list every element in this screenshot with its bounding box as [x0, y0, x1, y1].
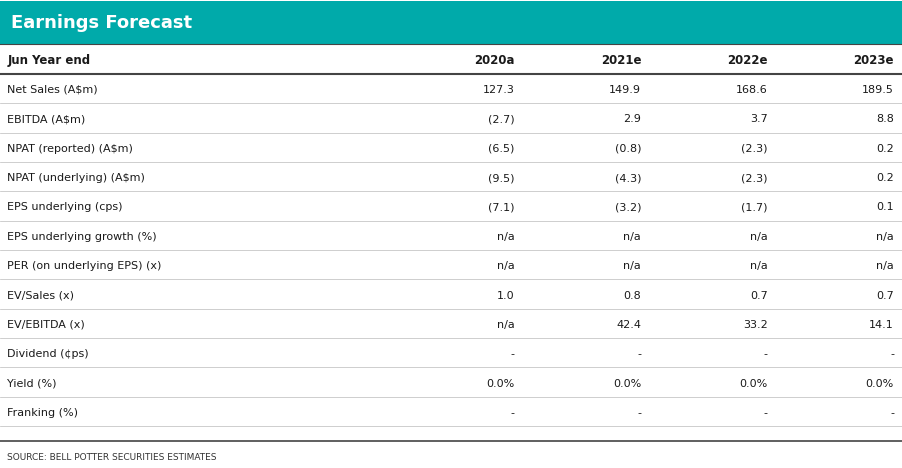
Text: 33.2: 33.2 — [742, 320, 767, 330]
Text: n/a: n/a — [622, 261, 640, 271]
Text: Earnings Forecast: Earnings Forecast — [11, 14, 192, 32]
Text: 0.7: 0.7 — [875, 291, 893, 300]
Text: -: - — [511, 408, 514, 418]
Text: 0.7: 0.7 — [749, 291, 767, 300]
Text: 2022e: 2022e — [726, 54, 767, 67]
Text: (0.8): (0.8) — [614, 144, 640, 154]
Text: (2.7): (2.7) — [488, 114, 514, 124]
Text: 8.8: 8.8 — [875, 114, 893, 124]
Text: 168.6: 168.6 — [735, 85, 767, 95]
Text: (7.1): (7.1) — [488, 203, 514, 212]
Text: 127.3: 127.3 — [483, 85, 514, 95]
Text: 2020a: 2020a — [474, 54, 514, 67]
Text: (1.7): (1.7) — [741, 203, 767, 212]
Text: EV/Sales (x): EV/Sales (x) — [7, 291, 74, 300]
Text: 0.0%: 0.0% — [739, 379, 767, 388]
Text: (2.3): (2.3) — [741, 144, 767, 154]
Text: EPS underlying growth (%): EPS underlying growth (%) — [7, 232, 157, 242]
Text: n/a: n/a — [496, 320, 514, 330]
Text: 2023e: 2023e — [852, 54, 893, 67]
Text: -: - — [763, 408, 767, 418]
Text: n/a: n/a — [496, 261, 514, 271]
Text: 0.2: 0.2 — [875, 144, 893, 154]
Text: n/a: n/a — [622, 232, 640, 242]
Text: 2.9: 2.9 — [622, 114, 640, 124]
Text: -: - — [889, 349, 893, 359]
Text: 0.2: 0.2 — [875, 173, 893, 183]
Text: 2021e: 2021e — [600, 54, 640, 67]
Text: 0.0%: 0.0% — [486, 379, 514, 388]
Text: Jun Year end: Jun Year end — [7, 54, 90, 67]
Text: Franking (%): Franking (%) — [7, 408, 78, 418]
Text: (2.3): (2.3) — [741, 173, 767, 183]
Text: n/a: n/a — [875, 261, 893, 271]
Text: -: - — [511, 349, 514, 359]
Text: 0.1: 0.1 — [875, 203, 893, 212]
Text: 0.0%: 0.0% — [612, 379, 640, 388]
Text: EV/EBITDA (x): EV/EBITDA (x) — [7, 320, 85, 330]
Text: 42.4: 42.4 — [615, 320, 640, 330]
Text: 3.7: 3.7 — [749, 114, 767, 124]
Text: n/a: n/a — [875, 232, 893, 242]
Text: 0.8: 0.8 — [622, 291, 640, 300]
Text: SOURCE: BELL POTTER SECURITIES ESTIMATES: SOURCE: BELL POTTER SECURITIES ESTIMATES — [7, 453, 216, 462]
Text: 14.1: 14.1 — [869, 320, 893, 330]
Text: (4.3): (4.3) — [614, 173, 640, 183]
Text: n/a: n/a — [749, 232, 767, 242]
Text: (9.5): (9.5) — [488, 173, 514, 183]
Text: 149.9: 149.9 — [609, 85, 640, 95]
Text: -: - — [889, 408, 893, 418]
Text: Net Sales (A$m): Net Sales (A$m) — [7, 85, 97, 95]
Text: (3.2): (3.2) — [614, 203, 640, 212]
Text: 189.5: 189.5 — [861, 85, 893, 95]
Text: -: - — [763, 349, 767, 359]
Text: (6.5): (6.5) — [488, 144, 514, 154]
Text: Dividend (¢ps): Dividend (¢ps) — [7, 349, 88, 359]
Text: NPAT (reported) (A$m): NPAT (reported) (A$m) — [7, 144, 133, 154]
Text: Yield (%): Yield (%) — [7, 379, 57, 388]
FancyBboxPatch shape — [0, 1, 902, 44]
Text: PER (on underlying EPS) (x): PER (on underlying EPS) (x) — [7, 261, 161, 271]
Text: -: - — [637, 408, 640, 418]
Text: NPAT (underlying) (A$m): NPAT (underlying) (A$m) — [7, 173, 145, 183]
Text: 0.0%: 0.0% — [865, 379, 893, 388]
Text: -: - — [637, 349, 640, 359]
Text: n/a: n/a — [496, 232, 514, 242]
Text: 1.0: 1.0 — [496, 291, 514, 300]
Text: EBITDA (A$m): EBITDA (A$m) — [7, 114, 86, 124]
Text: n/a: n/a — [749, 261, 767, 271]
Text: EPS underlying (cps): EPS underlying (cps) — [7, 203, 123, 212]
